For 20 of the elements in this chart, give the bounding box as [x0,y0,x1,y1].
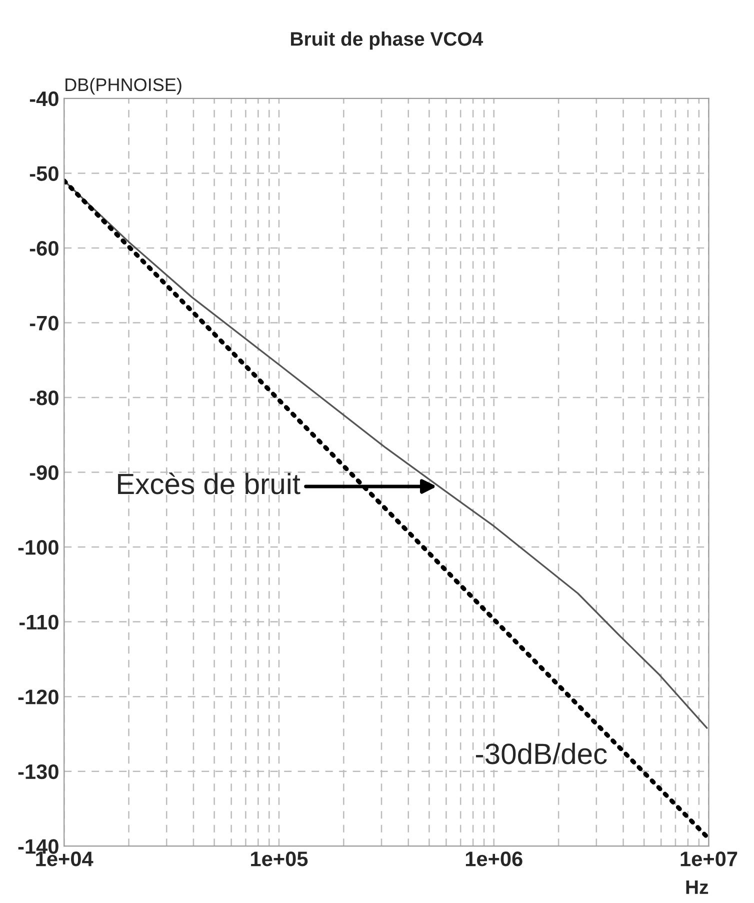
y-tick-label: -110 [19,614,58,630]
y-tick-label: -100 [18,540,58,555]
x-axis-title: Hz [686,880,708,894]
chart-title: Bruit de phase VCO4 [291,32,484,50]
annotation: -30dB/dec [476,742,607,764]
y-tick-label: -80 [30,390,58,406]
annotation: Excès de bruit [118,472,300,494]
y-tick-label: -60 [30,240,58,256]
y-tick-label: -120 [18,690,58,704]
y-tick-label: -130 [18,764,58,780]
y-tick-label: -50 [30,166,58,181]
y-tick-label: -140 [18,839,58,854]
y-tick-label: -90 [30,465,58,480]
x-tick-label: 1e+05 [251,852,308,866]
y-tick-label: -40 [30,91,58,106]
x-tick-label: 1e+07 [680,852,738,866]
x-tick-label: 1e+06 [466,852,522,866]
x-tick-label: 1e+04 [36,852,94,866]
y-axis-title: DB(PHNOISE) [66,78,182,95]
y-tick-label: -70 [30,316,58,330]
